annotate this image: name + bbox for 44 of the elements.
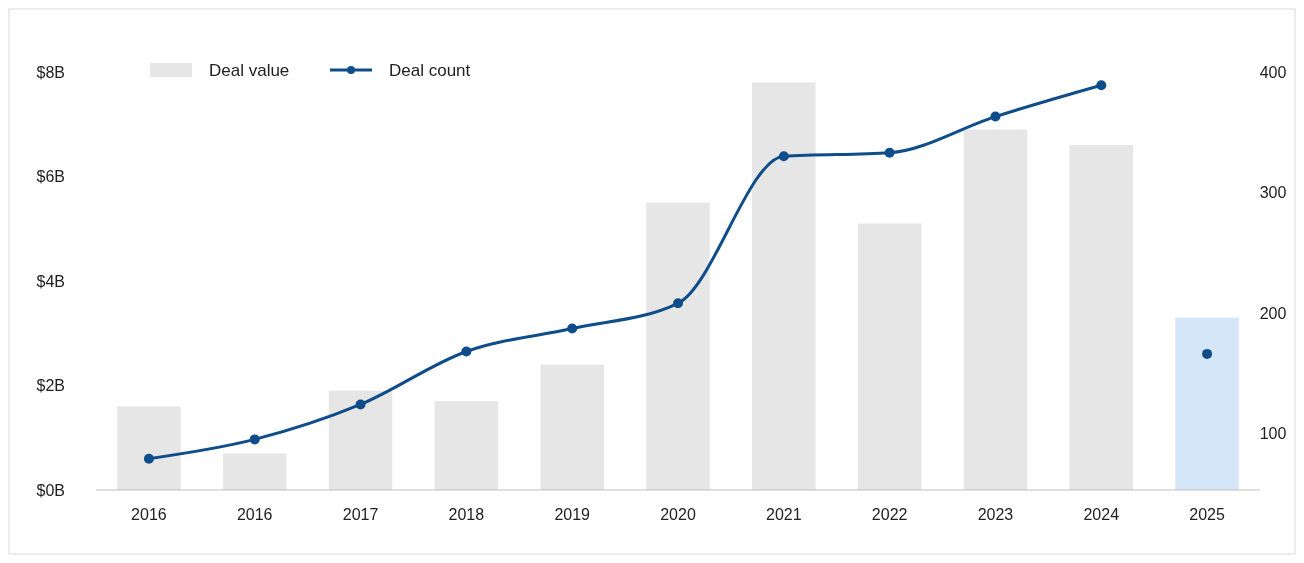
x-tick-label: 2021 [766, 505, 802, 523]
x-tick-label: 2025 [1189, 505, 1225, 523]
x-tick-label: 2020 [660, 505, 696, 523]
x-tick-label: 2017 [342, 505, 379, 523]
bar [1175, 317, 1239, 490]
bar [752, 82, 816, 490]
x-tick-label: 2022 [871, 505, 908, 523]
bar [222, 453, 287, 490]
bar [963, 129, 1028, 490]
point [355, 399, 366, 410]
y2-tick-label: 300 [1259, 184, 1287, 202]
point [461, 346, 472, 357]
y-tick-label: $0B [36, 481, 65, 499]
x-tick-label: 2023 [977, 505, 1014, 523]
y-tick-label: $2B [36, 377, 65, 395]
y2-tick-label: 400 [1259, 63, 1287, 81]
x-tick-label: 2019 [554, 505, 591, 523]
bar [328, 390, 393, 490]
y-tick-label: $6B [36, 168, 65, 186]
legend-label: Deal value [209, 60, 290, 80]
point [990, 111, 1001, 122]
point [249, 434, 260, 445]
x-tick-label: 2024 [1083, 505, 1120, 523]
point [673, 298, 683, 309]
x-tick-label: 2018 [448, 505, 485, 523]
bar [646, 202, 710, 490]
y2-tick-label: 100 [1259, 424, 1287, 442]
point [143, 453, 154, 464]
point [1202, 348, 1213, 359]
bar [540, 364, 604, 490]
bar [1069, 145, 1134, 490]
x-tick-label: 2016 [131, 505, 167, 523]
bar [117, 406, 181, 490]
y2-tick-label: 200 [1259, 304, 1287, 322]
point [567, 323, 578, 334]
y-tick-label: $4B [36, 272, 65, 290]
bar [434, 401, 499, 490]
point [778, 151, 789, 162]
point [884, 147, 895, 158]
legend-label: Deal count [389, 60, 471, 80]
x-tick-label: 2016 [236, 505, 273, 523]
y-tick-label: $8B [36, 63, 65, 81]
point [1096, 80, 1107, 91]
bar [857, 223, 922, 490]
